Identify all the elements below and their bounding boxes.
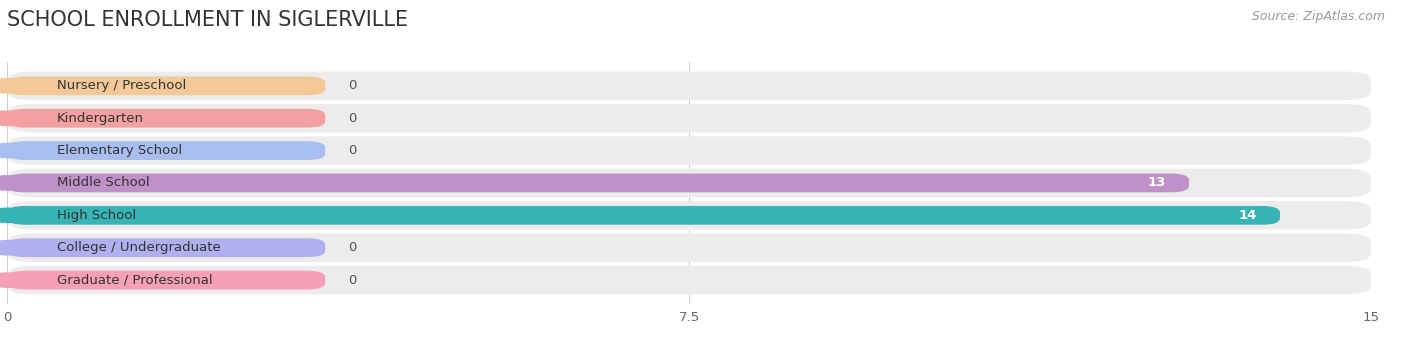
Circle shape — [0, 111, 27, 125]
FancyBboxPatch shape — [7, 266, 1371, 294]
Text: 0: 0 — [347, 144, 356, 157]
FancyBboxPatch shape — [7, 136, 1371, 165]
Text: 0: 0 — [347, 241, 356, 254]
FancyBboxPatch shape — [7, 169, 1371, 197]
Text: Middle School: Middle School — [58, 176, 149, 189]
FancyBboxPatch shape — [7, 271, 325, 289]
FancyBboxPatch shape — [7, 238, 325, 257]
Circle shape — [0, 144, 27, 158]
Text: College / Undergraduate: College / Undergraduate — [58, 241, 221, 254]
Text: Elementary School: Elementary School — [58, 144, 183, 157]
Circle shape — [0, 208, 27, 222]
Text: Graduate / Professional: Graduate / Professional — [58, 274, 212, 287]
Text: 14: 14 — [1239, 209, 1257, 222]
Text: Kindergarten: Kindergarten — [58, 112, 143, 125]
Text: 0: 0 — [347, 274, 356, 287]
Text: Source: ZipAtlas.com: Source: ZipAtlas.com — [1251, 10, 1385, 23]
FancyBboxPatch shape — [7, 104, 1371, 132]
Text: High School: High School — [58, 209, 136, 222]
Text: 0: 0 — [347, 112, 356, 125]
Circle shape — [0, 176, 27, 190]
Circle shape — [0, 241, 27, 255]
Circle shape — [0, 273, 27, 287]
FancyBboxPatch shape — [7, 201, 1371, 229]
FancyBboxPatch shape — [7, 234, 1371, 262]
Text: 13: 13 — [1147, 176, 1166, 189]
Text: Nursery / Preschool: Nursery / Preschool — [58, 79, 186, 92]
FancyBboxPatch shape — [7, 71, 1371, 100]
FancyBboxPatch shape — [7, 206, 1279, 225]
Text: SCHOOL ENROLLMENT IN SIGLERVILLE: SCHOOL ENROLLMENT IN SIGLERVILLE — [7, 10, 408, 30]
FancyBboxPatch shape — [7, 174, 1189, 192]
FancyBboxPatch shape — [7, 77, 325, 95]
Text: 0: 0 — [347, 79, 356, 92]
FancyBboxPatch shape — [7, 109, 325, 128]
Circle shape — [0, 79, 27, 93]
FancyBboxPatch shape — [7, 141, 325, 160]
